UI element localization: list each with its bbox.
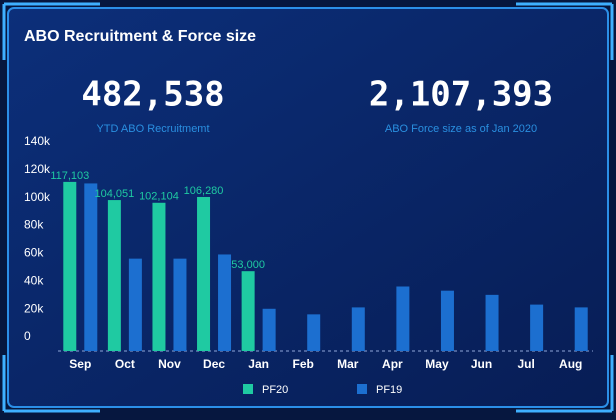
kpi-value: 482,538 [81,75,224,115]
data-label: 106,280 [184,185,224,197]
x-tick-label: May [425,357,449,371]
x-tick-label: Mar [337,357,359,371]
y-tick-label: 60k [24,246,44,260]
bar [107,200,121,351]
chart: 0 20k 40k 60k 80k 100k 120k 140k Sep 117,103 Oct 10… [24,134,593,396]
bar [351,307,365,351]
y-tick-label: 120k [24,162,51,176]
frame-corners [2,2,614,413]
x-tick-label: Jan [248,357,269,371]
x-tick-label: Apr [382,357,403,371]
y-tick-label: 20k [24,301,44,315]
bar [574,307,588,351]
kpi-label: ABO Force size as of Jan 2020 [385,123,537,135]
bar [218,254,232,351]
bar [396,286,410,351]
data-label: 104,051 [94,188,134,200]
bar [307,314,321,351]
legend-swatch [357,384,367,394]
y-tick-label: 140k [24,134,51,148]
legend-label: PF20 [262,384,288,396]
data-label: 102,104 [139,191,179,203]
bar [173,258,187,351]
x-tick-label: Feb [293,357,314,371]
x-tick-label: Aug [559,357,582,371]
x-tick-label: Oct [115,357,135,371]
legend-swatch [243,384,253,394]
bar [530,304,544,351]
bar [197,196,211,351]
bar [440,290,454,351]
y-tick-label: 100k [24,190,51,204]
data-label: 53,000 [231,259,265,271]
data-label: 117,103 [50,170,89,182]
kpi-label: YTD ABO Recruitmemt [96,123,209,135]
bar [128,258,142,351]
legend-label: PF19 [376,384,402,396]
bar [485,294,499,351]
x-tick-label: Jul [517,357,534,371]
x-tick-label: Dec [203,357,225,371]
y-tick-label: 40k [24,273,44,287]
bar [262,308,276,351]
bar [84,183,98,351]
x-tick-label: Sep [69,357,91,371]
bar [63,181,77,351]
x-tick-label: Jun [471,357,492,371]
kpi-value: 2,107,393 [369,75,553,115]
bar [152,202,166,351]
bar [241,271,255,351]
panel-title: ABO Recruitment & Force size [24,28,256,45]
y-tick-label: 0 [24,329,31,343]
y-tick-label: 80k [24,218,44,232]
x-tick-label: Nov [158,357,181,371]
